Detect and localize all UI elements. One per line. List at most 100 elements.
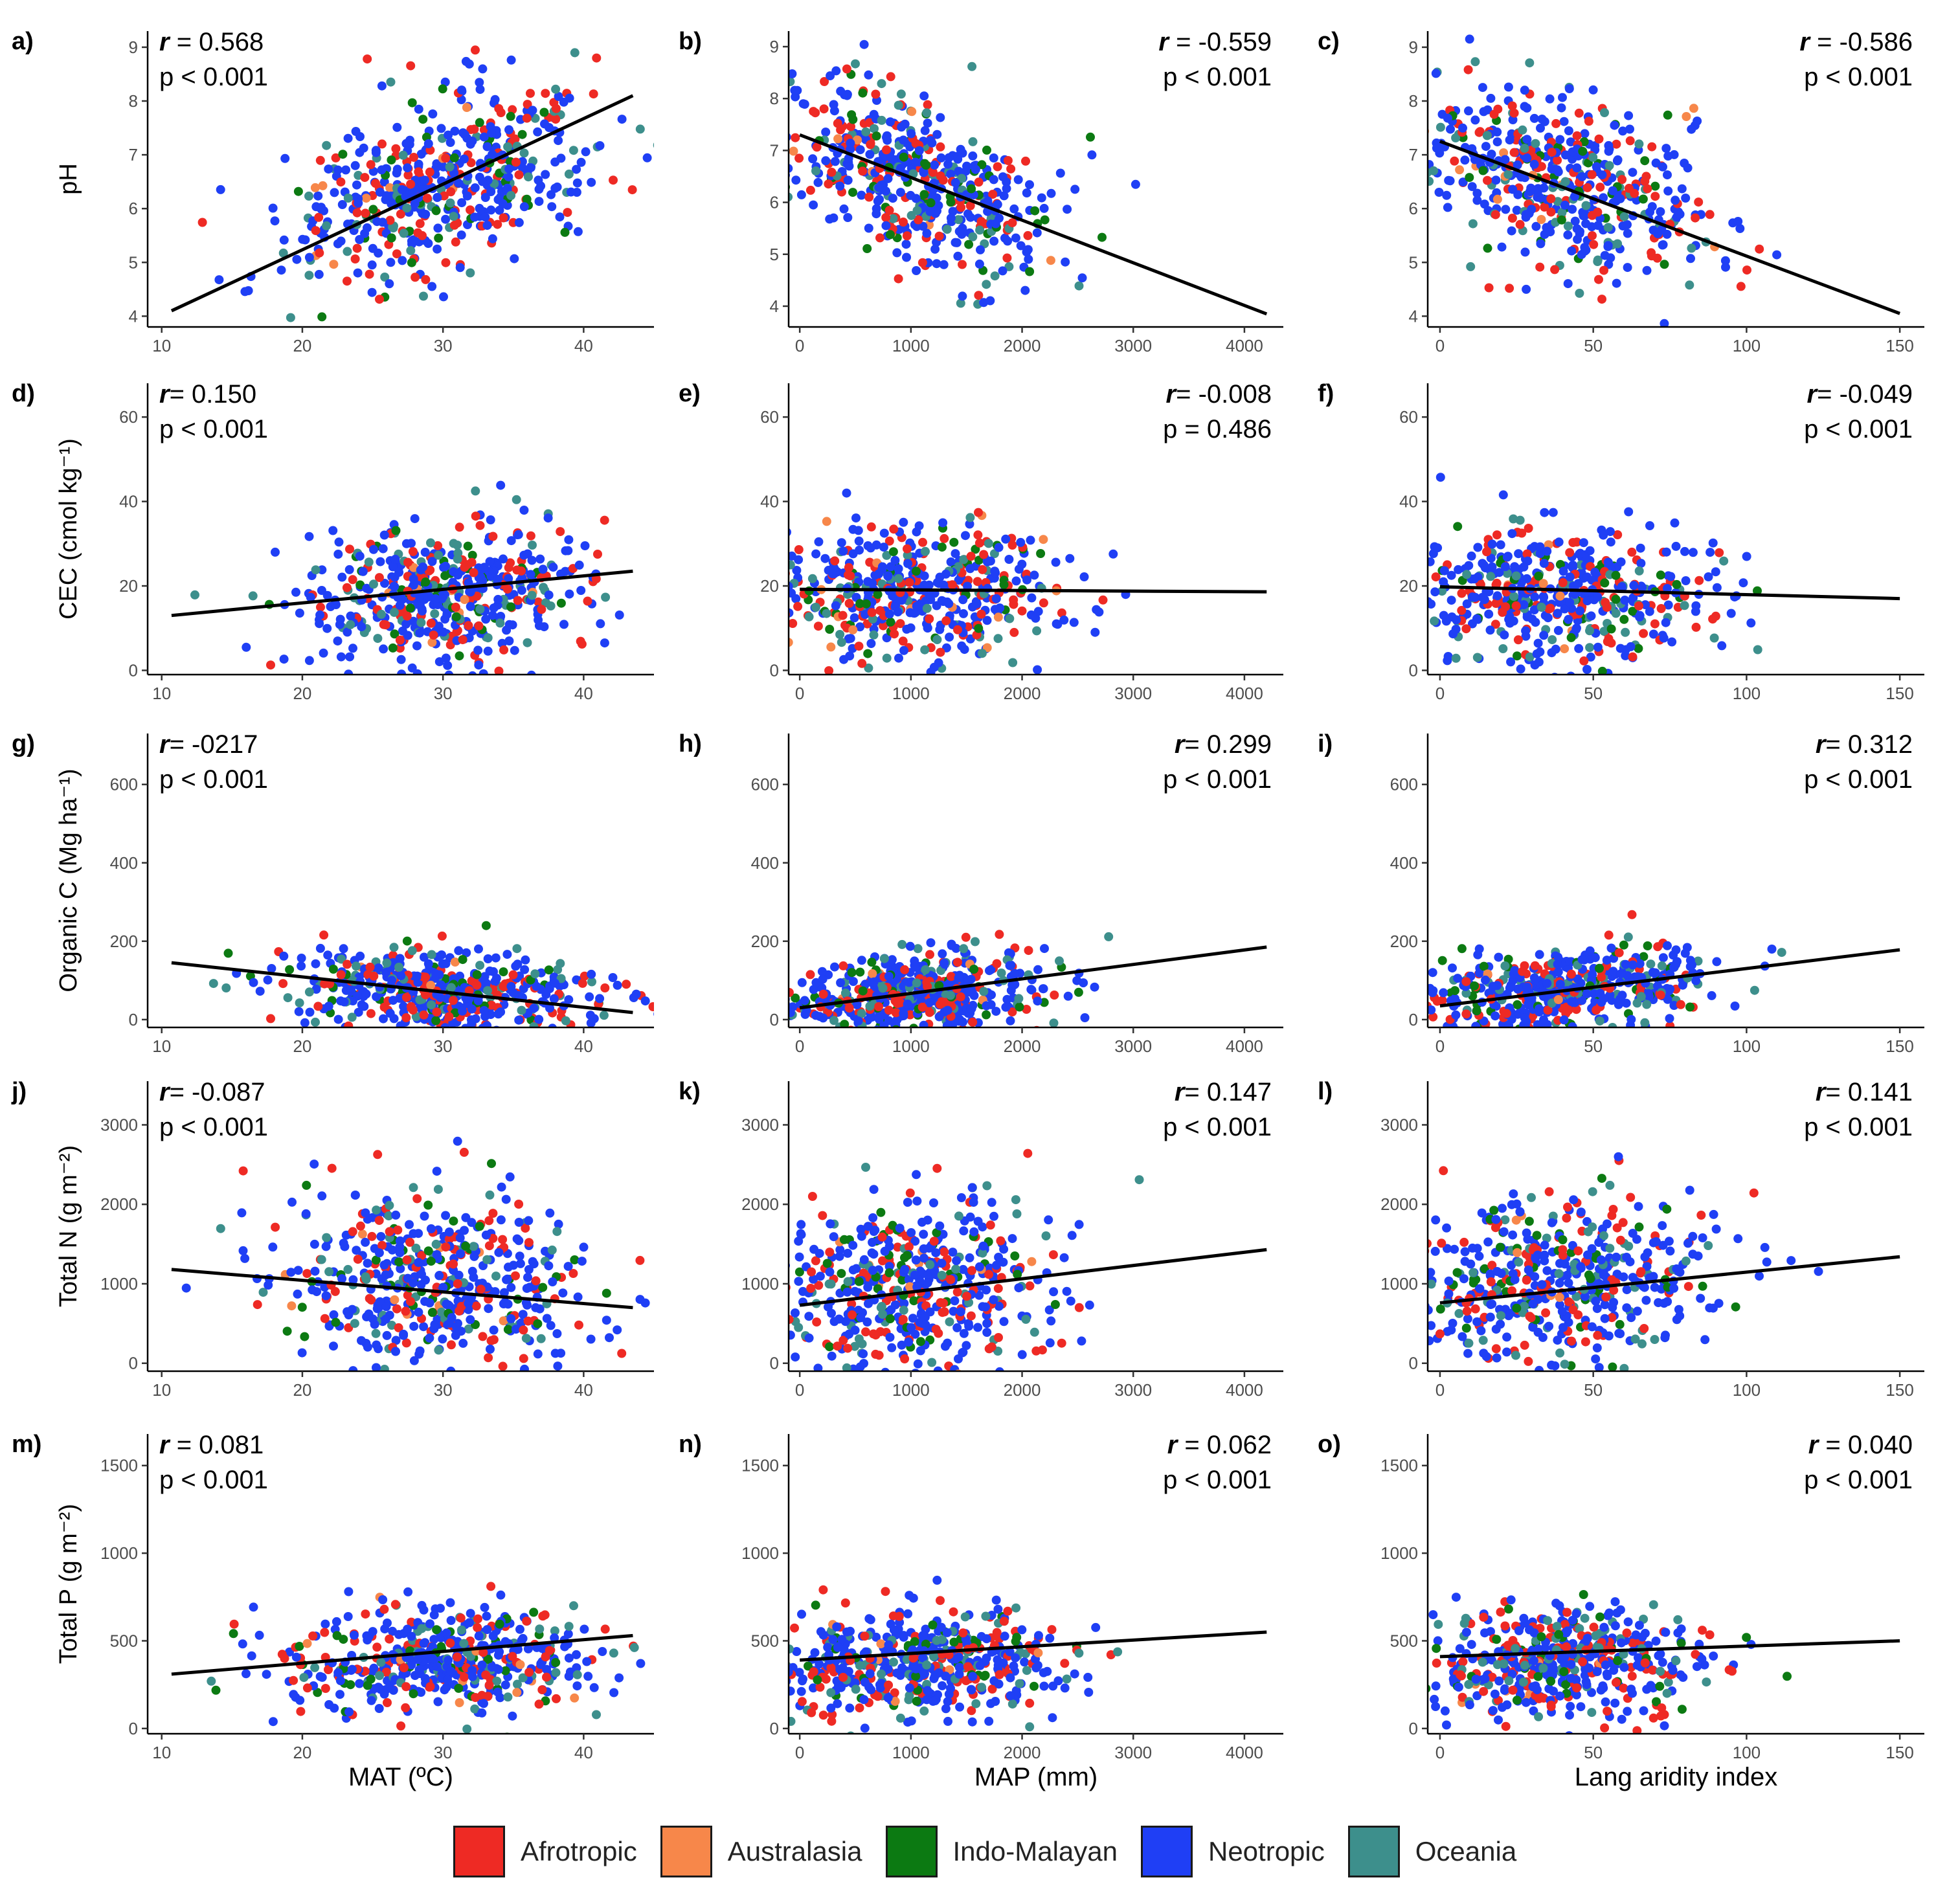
- data-point: [797, 978, 807, 987]
- data-point: [776, 605, 785, 614]
- data-point: [1461, 624, 1471, 634]
- data-point: [221, 983, 231, 992]
- data-point: [335, 1037, 344, 1046]
- data-point: [1462, 599, 1472, 609]
- data-point: [1524, 524, 1533, 533]
- data-point: [1581, 201, 1591, 210]
- data-point: [935, 572, 945, 582]
- data-point: [976, 245, 985, 254]
- data-point: [895, 619, 905, 629]
- data-point: [926, 667, 936, 675]
- data-point: [365, 269, 374, 279]
- data-point: [959, 944, 969, 954]
- data-point: [1033, 996, 1042, 1006]
- data-point: [311, 226, 321, 236]
- data-point: [732, 992, 741, 1002]
- data-point: [390, 554, 400, 564]
- data-point: [875, 1036, 884, 1046]
- data-point: [1604, 161, 1614, 170]
- data-point: [1603, 557, 1613, 567]
- data-point: [323, 950, 333, 960]
- data-point: [1665, 1014, 1674, 1024]
- data-point: [391, 526, 401, 535]
- y-tick-label: 5: [129, 252, 138, 272]
- data-point: [545, 1003, 554, 1013]
- data-point: [313, 1002, 323, 1011]
- data-point: [1602, 956, 1612, 965]
- data-point: [986, 1000, 996, 1009]
- data-point: [848, 625, 858, 634]
- data-point: [568, 1269, 578, 1278]
- data-point: [409, 574, 418, 584]
- data-point: [526, 570, 535, 579]
- data-point: [1040, 944, 1049, 954]
- data-point: [1536, 215, 1546, 224]
- data-point: [1492, 194, 1502, 204]
- data-point: [1559, 117, 1569, 126]
- data-point: [544, 965, 554, 975]
- data-point: [572, 178, 582, 188]
- data-point: [1559, 1015, 1569, 1025]
- data-point: [595, 994, 605, 1003]
- data-point: [1508, 185, 1518, 194]
- data-point: [1036, 549, 1046, 558]
- data-point: [1523, 556, 1533, 566]
- data-point: [1509, 148, 1519, 157]
- data-point: [1530, 592, 1540, 602]
- data-point: [1553, 959, 1562, 969]
- data-point: [1625, 136, 1635, 146]
- data-point: [1680, 948, 1690, 958]
- data-point: [581, 147, 591, 157]
- data-point: [554, 92, 563, 101]
- data-point: [635, 124, 645, 134]
- data-point: [1627, 547, 1637, 557]
- data-point: [813, 177, 823, 187]
- data-point: [517, 1005, 526, 1015]
- data-point: [1412, 996, 1421, 1005]
- data-point: [866, 522, 876, 532]
- data-point: [1487, 539, 1497, 549]
- data-point: [1564, 614, 1573, 624]
- data-point: [642, 153, 652, 162]
- data-point: [999, 580, 1009, 589]
- data-point: [368, 205, 378, 214]
- data-point: [395, 635, 405, 645]
- data-point: [278, 979, 288, 989]
- data-point: [1358, 574, 1368, 583]
- data-point: [923, 981, 932, 991]
- x-tick-label: 0: [1435, 684, 1445, 703]
- data-point: [958, 595, 968, 605]
- data-point: [1618, 126, 1628, 136]
- data-point: [481, 614, 491, 624]
- data-point: [1481, 975, 1490, 985]
- data-point: [1683, 163, 1693, 173]
- data-point: [944, 153, 954, 162]
- data-point: [1391, 95, 1400, 104]
- data-point: [1405, 602, 1414, 611]
- data-point: [1497, 242, 1507, 252]
- regression-line: [170, 94, 634, 313]
- data-point: [1600, 578, 1610, 588]
- data-point: [352, 961, 361, 971]
- data-point: [427, 557, 437, 566]
- data-point: [405, 603, 415, 613]
- data-point: [1522, 135, 1532, 144]
- data-point: [726, 625, 735, 634]
- data-point: [1428, 168, 1432, 177]
- data-point: [482, 221, 492, 230]
- data-point: [473, 645, 483, 655]
- data-point: [1481, 563, 1490, 573]
- data-point: [1558, 578, 1568, 587]
- data-point: [414, 104, 423, 114]
- data-point: [947, 941, 956, 950]
- data-point: [1472, 614, 1481, 623]
- data-point: [865, 1002, 875, 1011]
- data-point: [935, 625, 945, 634]
- data-point: [842, 64, 851, 74]
- data-point: [343, 247, 352, 256]
- data-point: [1588, 970, 1597, 980]
- data-point: [1663, 186, 1673, 196]
- data-point: [1550, 265, 1560, 274]
- data-point: [1475, 969, 1484, 978]
